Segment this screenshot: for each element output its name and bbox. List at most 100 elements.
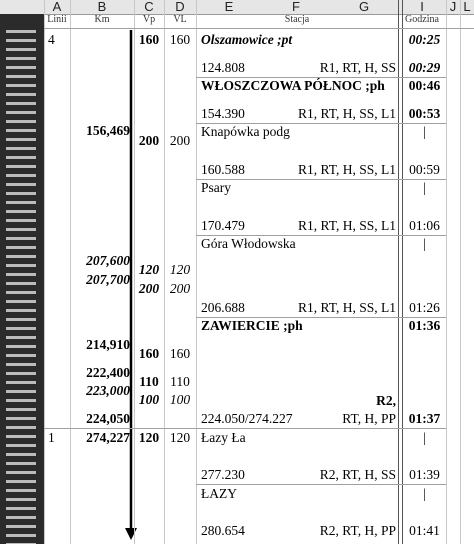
row-number (6, 210, 36, 213)
row-number (6, 336, 36, 339)
line-number: 1 (48, 430, 55, 445)
grid-line (402, 0, 403, 544)
row-number (6, 372, 36, 375)
row-number (6, 156, 36, 159)
row-number (6, 462, 36, 465)
column-header: J (449, 0, 457, 14)
time-departure: 01:26 (409, 300, 440, 315)
row-number (6, 444, 36, 447)
station-codes: R1, RT, H, SS, L1 (298, 218, 396, 233)
row-number (6, 408, 36, 411)
cell-border (44, 428, 446, 429)
grid-line (446, 0, 447, 544)
row-number (6, 246, 36, 249)
row-number (6, 255, 36, 258)
station-name: ZAWIERCIE ;ph (201, 318, 303, 333)
row-number (6, 93, 36, 96)
station-km: 124.808 (201, 60, 245, 75)
row-number (6, 417, 36, 420)
column-header: B (97, 0, 107, 14)
line-number: 4 (48, 32, 55, 47)
column-header: C (144, 0, 154, 14)
speed-vp: 100 (138, 392, 160, 407)
time-departure: 00:29 (408, 60, 441, 75)
row-number (6, 435, 36, 438)
row-number (6, 507, 36, 510)
row-number (6, 300, 36, 303)
cell-border (44, 28, 474, 29)
station-name: ŁAZY (201, 486, 237, 501)
cell-border (196, 123, 446, 124)
row-number (6, 183, 36, 186)
speed-vl: 120 (169, 430, 191, 445)
row-number (6, 516, 36, 519)
row-number (6, 102, 36, 105)
column-header: D (175, 0, 185, 14)
row-number (6, 309, 36, 312)
sub-header: Godzina (405, 14, 439, 25)
direction-arrow-head (125, 528, 137, 540)
row-number (6, 363, 36, 366)
sub-header: Stacja (284, 14, 310, 25)
speed-vl: 160 (169, 32, 191, 47)
grid-line (196, 0, 197, 544)
station-name: Łazy Ła (201, 430, 246, 445)
cell-border (196, 484, 446, 485)
station-km: 277.230 (201, 467, 245, 482)
row-number (6, 174, 36, 177)
speed-vp: 200 (138, 281, 160, 296)
time-departure: 01:06 (409, 218, 440, 233)
row-number (6, 498, 36, 501)
km-value: 224,050 (86, 411, 130, 426)
cell-border (196, 77, 446, 78)
grid-line (460, 0, 461, 544)
sub-header: Linii (47, 14, 67, 25)
grid-line (70, 0, 71, 544)
cell-border (196, 317, 446, 318)
time-arrival: | (423, 486, 426, 501)
time-departure: 00:59 (409, 162, 440, 177)
station-name: WŁOSZCZOWA PÓŁNOC ;ph (201, 78, 385, 93)
row-number (6, 120, 36, 123)
km-value: 222,400 (86, 365, 130, 380)
speed-vl: 200 (169, 281, 191, 296)
speed-vp: 120 (138, 430, 160, 445)
row-number (6, 291, 36, 294)
cell-border (196, 235, 446, 236)
speed-vl: 120 (169, 262, 191, 277)
time-arrival: 00:46 (408, 78, 441, 93)
row-number (6, 66, 36, 69)
row-number (6, 39, 36, 42)
station-km: 206.688 (201, 300, 245, 315)
grid-line (398, 0, 399, 544)
station-name: Psary (201, 180, 231, 195)
station-codes: RT, H, PP (342, 411, 396, 426)
row-number (6, 273, 36, 276)
station-codes: R2, (376, 393, 396, 408)
row-number (6, 534, 36, 537)
station-codes: R1, RT, H, SS, L1 (298, 106, 396, 121)
station-codes: R2, RT, H, PP (319, 523, 396, 538)
row-number (6, 264, 36, 267)
speed-vl: 160 (169, 346, 191, 361)
row-number (6, 84, 36, 87)
row-number (6, 318, 36, 321)
station-codes: R2, RT, H, SS (319, 467, 396, 482)
station-km: 154.390 (201, 106, 245, 121)
row-number (6, 525, 36, 528)
speed-vp: 160 (138, 346, 160, 361)
column-header: L (463, 0, 471, 14)
row-number (6, 228, 36, 231)
time-departure: 01:39 (409, 467, 440, 482)
speed-vl: 200 (169, 133, 191, 148)
row-number (6, 147, 36, 150)
speed-vp: 120 (138, 262, 160, 277)
station-codes: R1, RT, H, SS, L1 (298, 300, 396, 315)
row-number (6, 327, 36, 330)
row-number (6, 282, 36, 285)
row-number (6, 480, 36, 483)
station-km: 224.050/274.227 (201, 411, 293, 426)
speed-vp: 160 (138, 32, 160, 47)
station-codes: R1, RT, H, SS, L1 (298, 162, 396, 177)
